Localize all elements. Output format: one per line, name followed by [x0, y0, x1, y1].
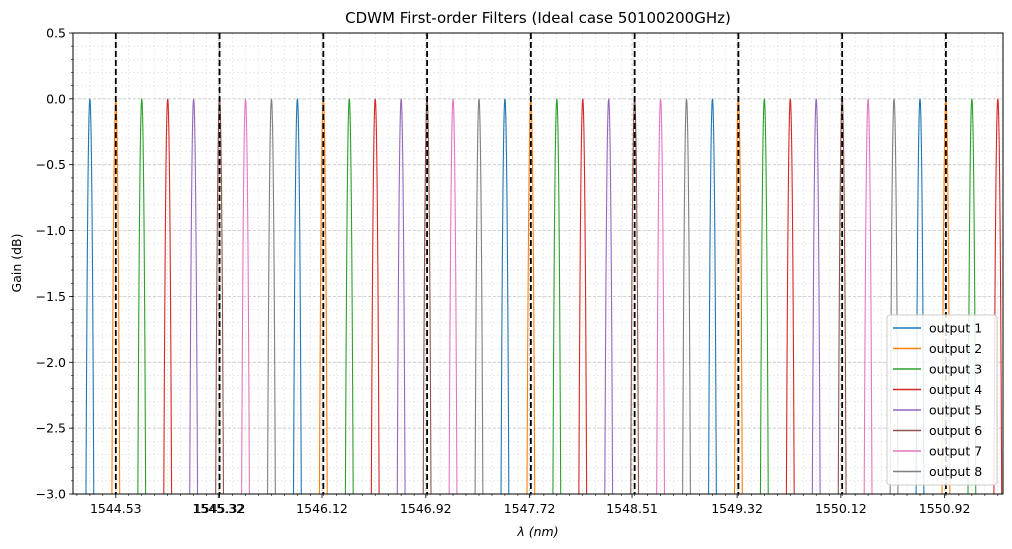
legend-label: output 8	[929, 464, 982, 479]
x-tick-label: 1545.32	[194, 501, 246, 516]
series-3-passband	[137, 98, 147, 494]
series-1-passband	[708, 98, 717, 494]
x-tick-label: 1544.53	[90, 501, 142, 516]
chart-title: CDWM First-order Filters (Ideal case 501…	[345, 9, 731, 27]
x-tick-label: 1550.12	[815, 501, 867, 516]
series-8-passband	[682, 98, 691, 494]
series-3-passband	[759, 98, 769, 494]
legend-label: output 5	[929, 403, 982, 418]
y-tick-label: −2.5	[36, 421, 66, 436]
plot-frame	[72, 32, 1004, 495]
x-tick-label: 1550.92	[919, 501, 971, 516]
series-4-passband	[578, 98, 588, 494]
x-tick-label: 1546.92	[400, 501, 452, 516]
series-8-passband	[474, 98, 484, 494]
y-tick-label: 0.0	[46, 91, 66, 106]
series-1-passband	[500, 98, 510, 494]
series-7-passband	[656, 98, 666, 494]
legend-box	[886, 314, 998, 486]
legend-label: output 4	[929, 382, 982, 397]
series-8-passband	[267, 98, 276, 494]
series-5-passband	[604, 98, 614, 494]
series-4-passband	[370, 98, 380, 494]
grid	[73, 32, 1003, 495]
series-1-passband	[292, 98, 302, 494]
x-tick-label: 1547.72	[504, 501, 556, 516]
series-4-passband	[785, 98, 795, 494]
series-5-passband	[811, 98, 821, 494]
y-tick-label: 0.5	[46, 26, 66, 41]
series-4-passband	[163, 98, 173, 494]
legend-label: output 7	[929, 444, 982, 459]
series-7-passband	[448, 98, 458, 494]
vline-layer	[114, 33, 947, 494]
series-7-passband	[863, 98, 873, 494]
series-1-passband	[85, 98, 95, 494]
y-axis-label: Gain (dB)	[9, 234, 24, 293]
y-tick-label: −1.0	[36, 223, 66, 238]
series-3-passband	[967, 98, 977, 494]
x-tick-label: 1546.12	[296, 501, 348, 516]
series-3-passband	[344, 98, 354, 494]
series-8-passband	[889, 98, 899, 494]
x-tick-label: 1545.32	[192, 501, 244, 516]
legend-label: output 6	[929, 423, 982, 438]
axes-layer: 0.5 0.0 −0.5 −1.0 −1.5 −2.0 −2.5 −3.0 1544.53 154…	[36, 26, 999, 516]
series-7-passband	[241, 98, 250, 494]
y-tick-label: −3.0	[36, 487, 66, 502]
series-5-passband	[189, 98, 199, 494]
x-tick-label: 1549.32	[711, 501, 763, 516]
series-3-passband	[552, 98, 562, 494]
series-1-passband	[915, 98, 925, 494]
y-tick-label: −1.5	[36, 289, 66, 304]
series-5-passband	[396, 98, 406, 494]
legend-label: output 1	[929, 321, 982, 336]
x-axis-label: λ (nm)	[516, 524, 558, 539]
legend-label: output 3	[929, 362, 982, 377]
legend: output 1 output 2 output 3 output 4 output 5…	[886, 314, 998, 486]
x-tick-label: 1548.51	[606, 501, 658, 516]
series-4-passband	[993, 98, 1003, 494]
y-tick-label: −2.0	[36, 355, 66, 370]
y-tick-label: −0.5	[36, 157, 66, 172]
legend-label: output 2	[929, 341, 982, 356]
